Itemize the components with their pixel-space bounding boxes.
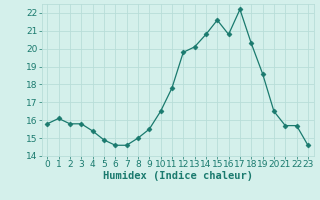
X-axis label: Humidex (Indice chaleur): Humidex (Indice chaleur) (103, 171, 252, 181)
